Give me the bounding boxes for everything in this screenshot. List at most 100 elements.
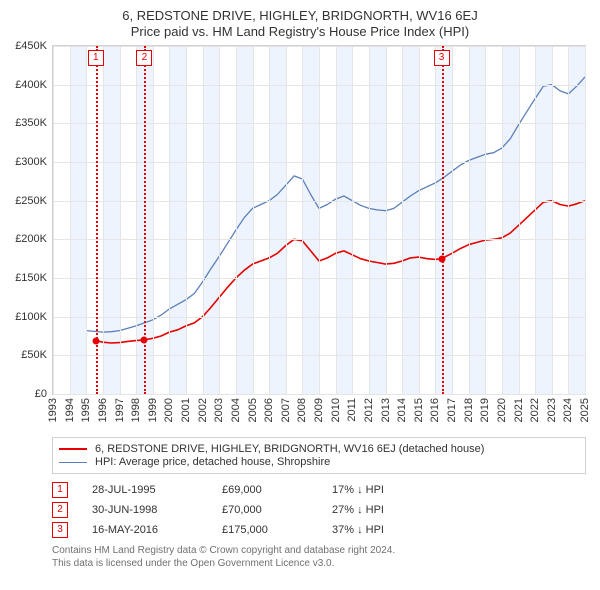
vgrid [302,46,303,394]
sale-marker-box: 2 [136,50,152,66]
legend-swatch [59,462,87,463]
vgrid [519,46,520,394]
sale-delta: 37% ↓ HPI [332,524,384,536]
x-tick-label: 2018 [463,398,475,422]
plot-area: £0£50K£100K£150K£200K£250K£300K£350K£400… [52,45,586,395]
sale-index: 1 [52,482,68,498]
sales-table: 1 28-JUL-1995£69,00017% ↓ HPI 2 30-JUN-1998… [52,482,586,538]
vgrid [153,46,154,394]
vgrid [469,46,470,394]
x-tick-label: 2022 [529,398,541,422]
sale-dot [438,255,445,262]
x-tick-label: 2002 [197,398,209,422]
x-tick-label: 1995 [80,398,92,422]
sale-row: 3 16-MAY-2016£175,00037% ↓ HPI [52,522,586,538]
vgrid [269,46,270,394]
x-tick-label: 1999 [147,398,159,422]
page-subtitle: Price paid vs. HM Land Registry's House … [10,24,590,39]
x-tick-label: 2017 [446,398,458,422]
x-tick-label: 2009 [313,398,325,422]
vgrid [402,46,403,394]
vgrid [369,46,370,394]
legend-label: HPI: Average price, detached house, Shro… [95,456,330,468]
y-tick-label: £50K [21,349,47,361]
x-tick-label: 1993 [47,398,59,422]
x-tick-label: 2013 [380,398,392,422]
x-tick-label: 1997 [114,398,126,422]
y-tick-label: £250K [15,195,47,207]
y-tick-label: £350K [15,117,47,129]
sale-marker-box: 1 [88,50,104,66]
vgrid [352,46,353,394]
page-title: 6, REDSTONE DRIVE, HIGHLEY, BRIDGNORTH, … [10,8,590,23]
x-tick-label: 1994 [64,398,76,422]
sale-price: £69,000 [222,484,332,496]
x-tick-label: 2025 [579,398,591,422]
x-tick-label: 2024 [562,398,574,422]
vgrid [452,46,453,394]
x-tick-label: 2015 [413,398,425,422]
sale-date: 28-JUL-1995 [92,484,222,496]
vgrid [86,46,87,394]
y-tick-label: £0 [35,388,47,400]
sale-row: 1 28-JUL-1995£69,00017% ↓ HPI [52,482,586,498]
x-tick-label: 2011 [346,398,358,422]
x-tick-label: 2006 [263,398,275,422]
y-tick-label: £100K [15,311,47,323]
x-tick-label: 2014 [396,398,408,422]
vgrid [319,46,320,394]
vgrid [535,46,536,394]
sale-index: 3 [52,522,68,538]
x-tick-label: 2020 [496,398,508,422]
vgrid [552,46,553,394]
footer-line: This data is licensed under the Open Gov… [52,557,586,570]
vgrid [186,46,187,394]
x-tick-label: 2010 [330,398,342,422]
x-tick-label: 2005 [247,398,259,422]
sale-dot [92,337,99,344]
footer: Contains HM Land Registry data © Crown c… [52,544,586,570]
vgrid [120,46,121,394]
vgrid [502,46,503,394]
vgrid [70,46,71,394]
y-tick-label: £200K [15,233,47,245]
sale-row: 2 30-JUN-1998£70,00027% ↓ HPI [52,502,586,518]
sale-date: 30-JUN-1998 [92,504,222,516]
vgrid [219,46,220,394]
vgrid [236,46,237,394]
x-tick-label: 2021 [513,398,525,422]
footer-line: Contains HM Land Registry data © Crown c… [52,544,586,557]
x-tick-label: 2000 [163,398,175,422]
vgrid [103,46,104,394]
x-tick-label: 1998 [130,398,142,422]
sale-price: £70,000 [222,504,332,516]
sale-marker-box: 3 [434,50,450,66]
legend-item: HPI: Average price, detached house, Shro… [59,456,579,468]
vgrid [203,46,204,394]
sale-date: 16-MAY-2016 [92,524,222,536]
hgrid [53,394,585,395]
sale-marker-line [442,46,444,394]
vgrid [485,46,486,394]
legend-label: 6, REDSTONE DRIVE, HIGHLEY, BRIDGNORTH, … [95,443,484,455]
x-tick-label: 2004 [230,398,242,422]
sale-price: £175,000 [222,524,332,536]
vgrid [336,46,337,394]
vgrid [136,46,137,394]
sale-index: 2 [52,502,68,518]
sale-delta: 27% ↓ HPI [332,504,384,516]
x-tick-label: 2012 [363,398,375,422]
x-tick-label: 2007 [280,398,292,422]
legend: 6, REDSTONE DRIVE, HIGHLEY, BRIDGNORTH, … [52,437,586,474]
vgrid [585,46,586,394]
sale-delta: 17% ↓ HPI [332,484,384,496]
vgrid [435,46,436,394]
x-tick-label: 2008 [296,398,308,422]
y-tick-label: £450K [15,40,47,52]
chart: £0£50K£100K£150K£200K£250K£300K£350K£400… [52,45,586,395]
y-tick-label: £300K [15,156,47,168]
legend-swatch [59,448,87,450]
x-tick-label: 2019 [479,398,491,422]
vgrid [286,46,287,394]
x-tick-label: 2003 [213,398,225,422]
